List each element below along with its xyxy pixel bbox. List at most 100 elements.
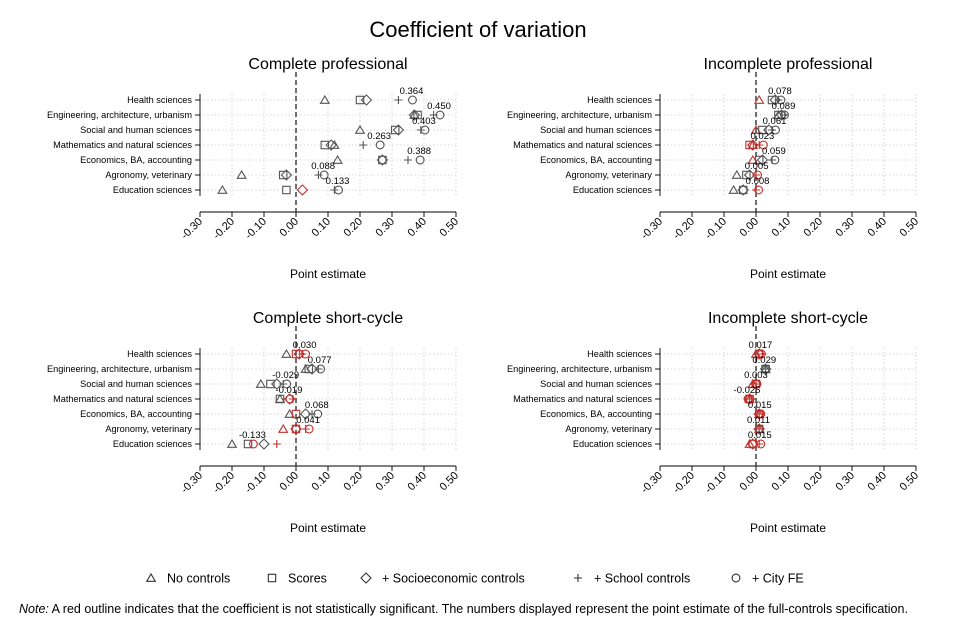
circle-marker: [316, 364, 326, 374]
estimate-label: -0.133: [239, 430, 266, 441]
diamond-marker: [290, 423, 302, 435]
triangle-marker: [728, 184, 739, 194]
panel-3: Complete short-cycle Health sciences Engin…: [47, 310, 461, 535]
category-label: Social and human sciences: [80, 125, 192, 135]
estimate-label: 0.088: [311, 161, 335, 172]
category-label: Education sciences: [573, 439, 653, 449]
circle-marker: [743, 394, 753, 404]
legend-plus-icon: [574, 574, 582, 582]
category-label: Agronomy, veterinary: [105, 170, 192, 180]
legend-triangle-icon: [145, 572, 157, 582]
panels: Complete professional Health sciences Engi…: [47, 56, 921, 535]
estimate-label: -0.019: [275, 385, 302, 396]
legend-label: + School controls: [594, 572, 690, 586]
circle-marker: [408, 95, 417, 105]
square-marker: [758, 125, 767, 135]
x-tick-label: 0.00: [737, 216, 761, 240]
circle-marker: [771, 125, 780, 135]
estimate-label: 0.029: [752, 355, 776, 366]
triangle-marker: [226, 438, 238, 448]
circle-marker: [755, 424, 764, 434]
category-label: Engineering, architecture, urbanism: [47, 364, 192, 374]
category-label: Health sciences: [587, 349, 652, 359]
triangle-marker: [236, 169, 247, 179]
circle-marker: [760, 364, 770, 374]
circle-marker: [756, 439, 766, 449]
category-label: Social and human sciences: [80, 379, 192, 389]
category-label: Social and human sciences: [540, 125, 652, 135]
square-marker: [754, 155, 764, 165]
category-label: Health sciences: [127, 349, 192, 359]
category-label: Social and human sciences: [540, 379, 652, 389]
category-label: Mathematics and natural sciences: [53, 140, 192, 150]
square-marker: [278, 170, 288, 180]
diamond-marker: [747, 438, 759, 450]
estimate-label: 0.030: [293, 340, 317, 351]
triangle-marker: [217, 184, 228, 194]
category-label: Mathematics and natural sciences: [53, 394, 192, 404]
diamond-marker: [753, 408, 765, 420]
square-marker: [745, 140, 754, 150]
footnote: Note: A red outline indicates that the c…: [19, 602, 949, 616]
diamond-marker: [325, 139, 337, 151]
estimate-label: 0.077: [308, 355, 332, 366]
estimate-label: 0.023: [750, 131, 774, 142]
x-tick-label: 0.10: [309, 470, 333, 494]
x-tick-label: 0.50: [897, 470, 921, 494]
legend-square-icon: [267, 573, 277, 583]
triangle-marker: [354, 124, 366, 134]
estimate-label: 0.011: [747, 415, 770, 426]
category-label: Agronomy, veterinary: [105, 424, 192, 434]
x-tick-label: 0.30: [833, 470, 857, 494]
plus-marker: [394, 96, 403, 104]
category-label: Engineering, architecture, urbanism: [47, 110, 192, 120]
square-marker: [243, 439, 253, 449]
estimate-label: 0.403: [412, 116, 436, 127]
diamond-marker: [756, 154, 769, 166]
panel-title: Incomplete short-cycle: [708, 310, 868, 327]
x-tick-label: 0.10: [309, 216, 333, 240]
estimate-label: 0.017: [749, 340, 773, 351]
category-label: Engineering, architecture, urbanism: [507, 364, 652, 374]
x-tick-label: 0.50: [437, 216, 461, 240]
panel-title: Complete professional: [248, 56, 407, 73]
circle-marker: [301, 349, 311, 359]
square-marker: [378, 155, 387, 165]
square-marker: [282, 185, 291, 195]
legend-label: + Socioeconomic controls: [382, 572, 525, 586]
x-axis-label: Point estimate: [750, 267, 826, 281]
plus-marker: [308, 410, 316, 418]
legend-diamond-icon: [360, 572, 372, 584]
diamond-marker: [743, 169, 756, 181]
x-tick-label: 0.20: [341, 216, 365, 240]
circle-marker: [756, 409, 766, 419]
triangle-marker: [281, 348, 292, 358]
triangle-marker: [731, 169, 743, 179]
estimate-label: 0.450: [427, 101, 451, 112]
x-tick-label: 0.30: [373, 470, 397, 494]
circle-marker: [770, 155, 780, 165]
plus-marker: [780, 111, 789, 119]
x-tick-label: -0.30: [179, 470, 205, 496]
diamond-marker: [296, 184, 309, 196]
category-label: Agronomy, veterinary: [565, 170, 652, 180]
square-marker: [304, 364, 314, 374]
estimate-label: 0.089: [772, 101, 796, 112]
x-tick-label: 0.40: [865, 216, 889, 240]
circle-marker: [752, 379, 762, 389]
estimate-label: 0.059: [762, 146, 786, 157]
circle-marker: [313, 409, 323, 419]
x-tick-label: 0.10: [769, 470, 793, 494]
x-tick-label: -0.20: [671, 216, 697, 242]
panel-1: Complete professional Health sciences Engi…: [47, 56, 461, 281]
square-marker: [355, 95, 365, 105]
circle-marker: [319, 170, 329, 180]
estimate-label: 0.133: [326, 176, 350, 187]
diamond-marker: [306, 363, 318, 375]
circle-marker: [375, 140, 385, 150]
circle-marker: [780, 110, 789, 120]
x-tick-label: 0.10: [769, 216, 793, 240]
figure-title: Coefficient of variation: [369, 17, 586, 42]
x-tick-label: -0.20: [211, 470, 237, 496]
